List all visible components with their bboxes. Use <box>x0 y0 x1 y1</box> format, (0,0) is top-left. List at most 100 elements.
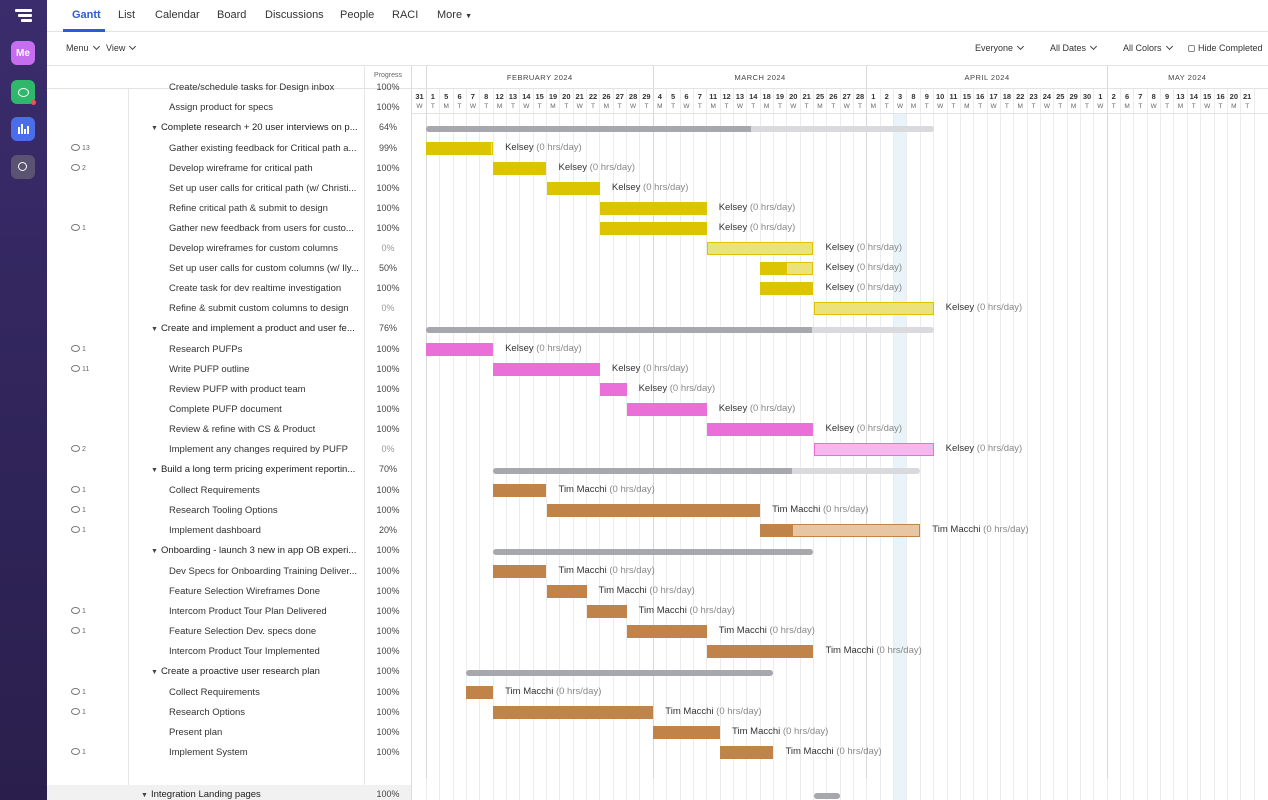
group-summary-bar[interactable] <box>493 468 921 474</box>
task-row[interactable]: Refine & submit custom columns to design… <box>47 299 411 319</box>
task-bar[interactable] <box>546 504 761 517</box>
task-name[interactable]: Implement System <box>169 747 248 758</box>
group-name[interactable]: ▼ Complete research + 20 user interviews … <box>151 122 363 133</box>
task-row[interactable]: 1 Collect Requirements 100% <box>47 481 411 501</box>
comment-count[interactable]: 1 <box>71 486 86 494</box>
task-name[interactable]: Create/schedule tasks for Design inbox <box>169 82 335 93</box>
search-button[interactable] <box>11 155 35 179</box>
task-name[interactable]: Research PUFPs <box>169 344 243 355</box>
group-name[interactable]: ▼ Onboarding - launch 3 new in app OB exp… <box>151 545 363 556</box>
task-name[interactable]: Research Options <box>169 707 246 718</box>
task-name[interactable]: Assign product for specs <box>169 102 274 113</box>
task-row[interactable]: 11 Write PUFP outline 100% <box>47 360 411 380</box>
comment-count[interactable]: 2 <box>71 445 86 453</box>
task-name[interactable]: Create task for dev realtime investigati… <box>169 283 342 294</box>
task-row[interactable]: Refine critical path & submit to design 1… <box>47 199 411 219</box>
task-name[interactable]: Write PUFP outline <box>169 364 250 375</box>
group-summary-bar[interactable] <box>426 126 934 132</box>
tab-calendar[interactable]: Calendar <box>155 9 200 21</box>
collapse-caret-icon[interactable]: ▼ <box>151 125 158 132</box>
dates-filter[interactable]: All Dates <box>1050 42 1098 53</box>
comment-count[interactable]: 1 <box>71 224 86 232</box>
task-bar[interactable] <box>813 443 934 456</box>
group-name[interactable]: ▼ Create and implement a product and user… <box>151 323 363 334</box>
comment-count[interactable]: 1 <box>71 627 86 635</box>
task-row[interactable]: Assign product for specs 100% <box>47 98 411 118</box>
task-name[interactable]: Feature Selection Dev. specs done <box>169 626 317 637</box>
group-summary-bar[interactable] <box>426 327 934 333</box>
task-bar[interactable] <box>546 585 587 598</box>
group-summary-bar[interactable] <box>813 793 841 799</box>
group-row[interactable]: ▼ Create and implement a product and user… <box>47 319 411 339</box>
task-row[interactable]: Present plan 100% <box>47 723 411 743</box>
task-name[interactable]: Feature Selection Wireframes Done <box>169 586 321 597</box>
comment-count[interactable]: 1 <box>71 506 86 514</box>
comment-count[interactable]: 1 <box>71 688 86 696</box>
task-bar[interactable] <box>466 686 494 699</box>
comment-count[interactable]: 1 <box>71 345 86 353</box>
task-name[interactable]: Review PUFP with product team <box>169 384 306 395</box>
tab-gantt[interactable]: Gantt <box>72 9 101 21</box>
everyone-filter[interactable]: Everyone <box>975 42 1025 53</box>
task-row[interactable]: Review PUFP with product team 100% <box>47 380 411 400</box>
collapse-caret-icon[interactable]: ▼ <box>151 467 158 474</box>
group-row[interactable]: ▼ Onboarding - launch 3 new in app OB exp… <box>47 541 411 561</box>
tab-people[interactable]: People <box>340 9 375 21</box>
task-bar[interactable] <box>760 282 814 295</box>
task-row[interactable]: Set up user calls for custom columns (w/… <box>47 259 411 279</box>
menu-dropdown[interactable]: Menu <box>66 42 100 53</box>
comment-count[interactable]: 1 <box>71 708 86 716</box>
task-bar[interactable] <box>493 363 600 376</box>
task-row[interactable]: 1 Collect Requirements 100% <box>47 683 411 703</box>
task-row[interactable]: Dev Specs for Onboarding Training Delive… <box>47 562 411 582</box>
task-name[interactable]: Dev Specs for Onboarding Training Delive… <box>169 566 357 577</box>
task-bar[interactable] <box>626 625 707 638</box>
task-name[interactable]: Gather new feedback from users for custo… <box>169 223 354 234</box>
task-bar[interactable] <box>706 242 814 255</box>
tab-discussions[interactable]: Discussions <box>265 9 324 21</box>
group-name[interactable]: ▼ Build a long term pricing experiment re… <box>151 464 363 475</box>
task-row[interactable]: 1 Intercom Product Tour Plan Delivered 100… <box>47 602 411 622</box>
task-bar[interactable] <box>546 182 600 195</box>
comment-count[interactable]: 11 <box>71 365 89 373</box>
task-name[interactable]: Implement dashboard <box>169 525 261 536</box>
task-bar[interactable] <box>760 262 814 275</box>
tab-list[interactable]: List <box>118 9 136 21</box>
group-row[interactable]: ▼ Integration Landing pages 100% <box>47 785 411 800</box>
task-bar[interactable] <box>760 524 921 537</box>
task-name[interactable]: Collect Requirements <box>169 485 260 496</box>
task-bar[interactable] <box>426 343 494 356</box>
task-name[interactable]: Intercom Product Tour Plan Delivered <box>169 606 327 617</box>
task-bar[interactable] <box>720 746 774 759</box>
task-row[interactable]: 1 Research PUFPs 100% <box>47 340 411 360</box>
task-row[interactable]: 2 Implement any changes required by PUFP 0… <box>47 440 411 460</box>
task-name[interactable]: Refine critical path & submit to design <box>169 203 328 214</box>
comment-count[interactable]: 13 <box>71 144 90 152</box>
task-bar[interactable] <box>706 423 814 436</box>
task-row[interactable]: 2 Develop wireframe for critical path 100% <box>47 159 411 179</box>
group-row[interactable]: ▼ Build a long term pricing experiment re… <box>47 460 411 480</box>
task-row[interactable]: Review & refine with CS & Product 100% <box>47 420 411 440</box>
task-bar[interactable] <box>599 222 707 235</box>
task-row[interactable]: Develop wireframes for custom columns 0% <box>47 239 411 259</box>
task-row[interactable]: Feature Selection Wireframes Done 100% <box>47 582 411 602</box>
colors-filter[interactable]: All Colors <box>1123 42 1173 53</box>
task-name[interactable]: Set up user calls for critical path (w/ … <box>169 183 357 194</box>
group-name[interactable]: ▼ Create a proactive user research plan <box>151 666 363 677</box>
task-name[interactable]: Present plan <box>169 727 223 738</box>
app-logo-icon[interactable] <box>15 9 32 25</box>
task-bar[interactable] <box>586 605 627 618</box>
task-name[interactable]: Complete PUFP document <box>169 404 282 415</box>
group-summary-bar[interactable] <box>493 549 814 555</box>
hide-completed-toggle[interactable]: Hide Completed <box>1188 43 1263 53</box>
view-dropdown[interactable]: View <box>106 42 137 53</box>
task-name[interactable]: Review & refine with CS & Product <box>169 424 316 435</box>
task-bar[interactable] <box>599 383 627 396</box>
task-bar[interactable] <box>493 706 654 719</box>
task-name[interactable]: Implement any changes required by PUFP <box>169 444 349 455</box>
task-name[interactable]: Gather existing feedback for Critical pa… <box>169 143 357 154</box>
group-row[interactable]: ▼ Complete research + 20 user interviews … <box>47 118 411 138</box>
collapse-caret-icon[interactable]: ▼ <box>151 326 158 333</box>
task-name[interactable]: Develop wireframes for custom columns <box>169 243 338 254</box>
task-row[interactable]: Complete PUFP document 100% <box>47 400 411 420</box>
